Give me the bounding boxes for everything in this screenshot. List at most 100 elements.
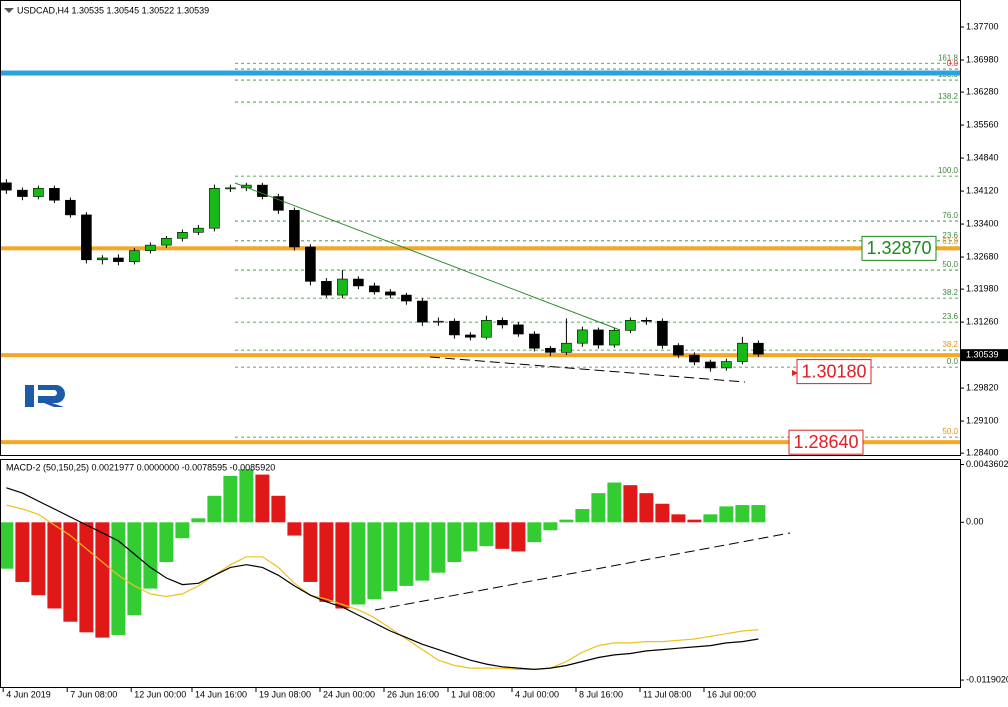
candle-body xyxy=(209,188,220,229)
histogram-bar xyxy=(559,519,574,523)
last-price-tag xyxy=(960,349,1008,362)
price-pane: 1.37700 1.36980 1.36280 1.35560 1.34840 1.341… xyxy=(0,21,1008,458)
candle-body xyxy=(337,278,348,296)
histogram-bar xyxy=(271,495,286,523)
level-box xyxy=(861,235,937,261)
histogram-bar xyxy=(95,522,110,638)
candle-body xyxy=(289,210,300,248)
candle-body xyxy=(97,257,108,261)
candle-body xyxy=(561,342,572,353)
candle-body xyxy=(625,319,636,331)
horizontal-line xyxy=(0,70,960,76)
logo xyxy=(25,385,65,407)
candle-body xyxy=(321,281,332,296)
candle-body xyxy=(17,189,28,197)
candle-body xyxy=(33,188,44,197)
fib-label: 0.0 xyxy=(947,357,959,366)
fib-label: 138.2 xyxy=(938,92,959,101)
level-line xyxy=(0,440,960,445)
fib-label: 61.8 xyxy=(942,237,958,246)
candle-body xyxy=(353,278,364,287)
x-tick-label: 4 Jul 00:00 xyxy=(515,689,559,699)
histogram-bar xyxy=(159,522,174,563)
macd-title: MACD-2 (50,150,25) 0.0021977 0.0000000 -… xyxy=(6,462,275,472)
histogram-bar xyxy=(255,474,270,523)
histogram-bar xyxy=(591,493,606,523)
logo-part xyxy=(25,385,34,407)
histogram-bar xyxy=(511,522,526,552)
y-tick-label: 1.36980 xyxy=(966,54,999,64)
y-tick-label: 1.29820 xyxy=(966,382,999,392)
candle-body xyxy=(529,333,540,349)
candle-body xyxy=(673,345,684,356)
histogram-bar xyxy=(687,519,702,523)
x-tick-label: 4 Jun 2019 xyxy=(6,689,51,699)
y-tick-label: 1.28400 xyxy=(966,448,999,458)
histogram-bar xyxy=(431,522,446,573)
level-line xyxy=(0,246,960,251)
histogram-bar xyxy=(367,522,382,600)
candle-body xyxy=(273,196,284,211)
y-tick-label: 1.31980 xyxy=(966,284,999,294)
level-marker xyxy=(792,370,798,376)
macd-pane: 0.0043602 0.00 -0.0119020 4 Jun 2019 7 Jun 0… xyxy=(0,459,1008,699)
histogram-bar xyxy=(319,522,334,602)
candle-body xyxy=(129,250,140,262)
histogram-bar xyxy=(671,514,686,523)
x-tick-label: 1 Jul 08:00 xyxy=(451,689,495,699)
y-tick-label: 1.37700 xyxy=(966,21,999,31)
candle-body xyxy=(737,342,748,362)
candle-body xyxy=(369,285,380,293)
histogram-bar xyxy=(607,482,622,523)
histogram-bar xyxy=(703,514,718,523)
fib-label: 23.6 xyxy=(942,231,958,240)
x-tick-label: 26 Jun 16:00 xyxy=(387,689,439,699)
candle-body xyxy=(305,246,316,282)
histogram-bar xyxy=(175,522,190,539)
histogram-bar xyxy=(335,522,350,609)
histogram-bar xyxy=(399,522,414,586)
y-tick-label: 1.29100 xyxy=(966,415,999,425)
price-frame xyxy=(0,0,961,456)
y-tick-label: 1.33400 xyxy=(966,218,999,228)
level-box xyxy=(788,429,864,455)
histogram-bar xyxy=(479,522,494,547)
fib-label: 38.2 xyxy=(942,340,958,349)
candle-body xyxy=(385,291,396,296)
histogram-bar xyxy=(623,485,638,523)
histogram-bar xyxy=(575,509,590,523)
main-line xyxy=(6,487,759,671)
candle-body xyxy=(433,320,444,323)
trend-line xyxy=(234,182,621,331)
y-tick-label: -0.0119020 xyxy=(966,674,1008,684)
candle-body xyxy=(577,329,588,344)
candle-body xyxy=(145,244,156,251)
candle-body xyxy=(225,187,236,190)
histogram-bar xyxy=(447,522,462,563)
y-tick-label: 0.0043602 xyxy=(966,459,1008,469)
histogram-bar xyxy=(191,518,206,523)
chart-title: USDCAD,H4 1.30535 1.30545 1.30522 1.3053… xyxy=(17,5,209,15)
histogram-bar xyxy=(47,522,62,609)
level-label: 1.32870 xyxy=(866,238,931,258)
histogram-bar xyxy=(0,522,14,569)
fib-label: 76.0 xyxy=(942,211,958,220)
support-line xyxy=(429,356,746,383)
x-tick-label: 16 Jul 00:00 xyxy=(707,689,756,699)
candle-body xyxy=(641,319,652,322)
histogram-bar xyxy=(639,493,654,523)
histogram-bar xyxy=(719,506,734,523)
y-tick-label: 1.34840 xyxy=(966,152,999,162)
x-tick-label: 14 Jun 16:00 xyxy=(195,689,247,699)
candle-body xyxy=(417,300,428,323)
y-tick-label: 0.00 xyxy=(966,517,984,527)
histogram-bar xyxy=(127,522,142,616)
logo-part xyxy=(38,385,65,407)
histogram-bar xyxy=(31,522,46,596)
histogram-bar xyxy=(463,522,478,552)
macd-frame xyxy=(0,459,961,688)
histogram-bar xyxy=(415,522,430,581)
level-label: 1.30180 xyxy=(801,361,866,381)
y-tick-label: 1.35560 xyxy=(966,119,999,129)
